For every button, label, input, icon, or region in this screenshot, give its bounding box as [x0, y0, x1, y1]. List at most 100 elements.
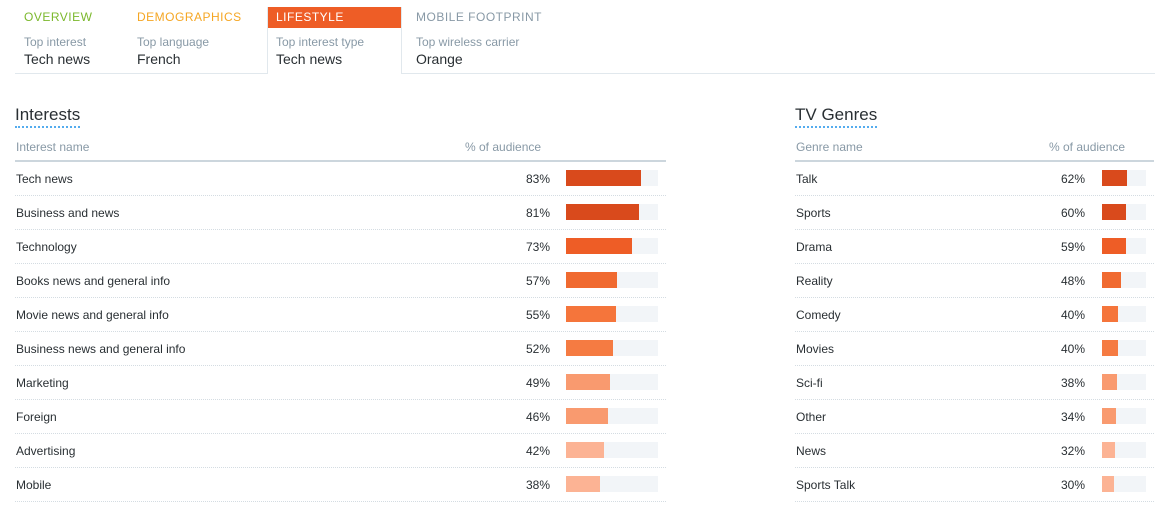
row-name: Drama	[796, 240, 833, 254]
interests-panel: Interests Interest name % of audience Te…	[15, 105, 666, 502]
table-row: Business and news 81%	[15, 196, 666, 230]
row-name: Sports	[796, 206, 831, 220]
panel-title[interactable]: TV Genres	[795, 105, 878, 128]
bar-track	[1102, 306, 1146, 322]
bar-track	[566, 442, 658, 458]
row-name: Talk	[796, 172, 818, 186]
row-percent: 46%	[525, 410, 550, 424]
bar-track	[1102, 340, 1146, 356]
bar-track	[566, 272, 658, 288]
row-percent: 81%	[525, 206, 550, 220]
table-row: Sports Talk 30%	[795, 468, 1154, 502]
row-percent: 40%	[1060, 308, 1085, 322]
bar-track	[566, 374, 658, 390]
row-name: Business news and general info	[16, 342, 186, 356]
bar-fill	[566, 340, 613, 356]
column-header-name: Genre name	[796, 140, 863, 154]
column-header-percent: % of audience	[1049, 140, 1126, 154]
tab-label: LIFESTYLE	[268, 7, 401, 28]
row-percent: 30%	[1060, 478, 1085, 492]
tab-sublabel: Top interest type	[276, 35, 365, 49]
column-header-name: Interest name	[16, 140, 90, 154]
bar-fill	[1102, 476, 1114, 492]
bar-fill	[1102, 442, 1115, 458]
table-row: Movies 40%	[795, 332, 1154, 366]
row-percent: 62%	[1060, 172, 1085, 186]
table-row: Foreign 46%	[15, 400, 666, 434]
row-name: Movie news and general info	[16, 308, 169, 322]
bar-fill	[1102, 340, 1118, 356]
bar-track	[566, 340, 658, 356]
bar-fill	[566, 170, 641, 186]
row-name: Foreign	[16, 410, 57, 424]
bar-fill	[566, 272, 617, 288]
tab-label: OVERVIEW	[24, 10, 93, 24]
table-row: Comedy 40%	[795, 298, 1154, 332]
bar-track	[1102, 408, 1146, 424]
table-row: Business news and general info 52%	[15, 332, 666, 366]
row-name: Mobile	[16, 478, 52, 492]
interests-rows: Tech news 83% Business and news 81% Technolo…	[15, 162, 666, 502]
tab-demographics[interactable]: DEMOGRAPHICS Top language French	[128, 7, 267, 73]
table-row: News 32%	[795, 434, 1154, 468]
row-name: News	[796, 444, 827, 458]
bar-fill	[1102, 238, 1126, 254]
bar-fill	[1102, 374, 1117, 390]
row-percent: 57%	[525, 274, 550, 288]
tab-value: Tech news	[24, 51, 91, 67]
table-row: Sci-fi 38%	[795, 366, 1154, 400]
panel-title[interactable]: Interests	[15, 105, 81, 128]
bar-fill	[1102, 306, 1118, 322]
row-percent: 60%	[1060, 206, 1085, 220]
bar-fill	[566, 306, 616, 322]
tab-sublabel: Top interest	[24, 35, 87, 49]
tab-overview[interactable]: OVERVIEW Top interest Tech news	[15, 7, 128, 73]
row-name: Tech news	[16, 172, 73, 186]
table-row: Books news and general info 57%	[15, 264, 666, 298]
bar-track	[566, 306, 658, 322]
row-percent: 59%	[1060, 240, 1085, 254]
bar-fill	[566, 408, 608, 424]
bar-track	[1102, 170, 1146, 186]
tab-label: MOBILE FOOTPRINT	[416, 10, 543, 24]
row-percent: 73%	[525, 240, 550, 254]
row-percent: 55%	[525, 308, 550, 322]
row-percent: 34%	[1060, 410, 1085, 424]
profile-tabs: OVERVIEW Top interest Tech news DEMOGRAP…	[15, 7, 1155, 74]
row-name: Books news and general info	[16, 274, 171, 288]
row-percent: 83%	[525, 172, 550, 186]
bar-fill	[1102, 408, 1116, 424]
row-name: Advertising	[16, 444, 76, 458]
bar-fill	[566, 204, 639, 220]
bar-track	[566, 170, 658, 186]
table-row: Movie news and general info 55%	[15, 298, 666, 332]
row-percent: 38%	[525, 478, 550, 492]
row-name: Reality	[796, 274, 833, 288]
bar-fill	[1102, 204, 1126, 220]
tab-mobile-footprint[interactable]: MOBILE FOOTPRINT Top wireless carrier Or…	[407, 7, 607, 73]
table-header: Interest name % of audience	[15, 138, 666, 162]
table-row: Other 34%	[795, 400, 1154, 434]
table-row: Talk 62%	[795, 162, 1154, 196]
row-name: Comedy	[796, 308, 841, 322]
table-row: Marketing 49%	[15, 366, 666, 400]
bar-track	[1102, 204, 1146, 220]
tab-lifestyle[interactable]: LIFESTYLE Top interest type Tech news	[267, 7, 402, 74]
table-row: Advertising 42%	[15, 434, 666, 468]
tab-sublabel: Top wireless carrier	[416, 35, 520, 49]
bar-track	[1102, 238, 1146, 254]
row-name: Other	[796, 410, 827, 424]
table-row: Tech news 83%	[15, 162, 666, 196]
table-header: Genre name % of audience	[795, 138, 1154, 162]
row-percent: 49%	[525, 376, 550, 390]
row-name: Sci-fi	[796, 376, 823, 390]
column-header-percent: % of audience	[465, 140, 542, 154]
table-row: Drama 59%	[795, 230, 1154, 264]
bar-fill	[566, 238, 632, 254]
bar-track	[1102, 374, 1146, 390]
row-name: Movies	[796, 342, 835, 356]
table-row: Sports 60%	[795, 196, 1154, 230]
row-name: Marketing	[16, 376, 69, 390]
tab-label: DEMOGRAPHICS	[137, 10, 242, 24]
bar-fill	[566, 476, 600, 492]
